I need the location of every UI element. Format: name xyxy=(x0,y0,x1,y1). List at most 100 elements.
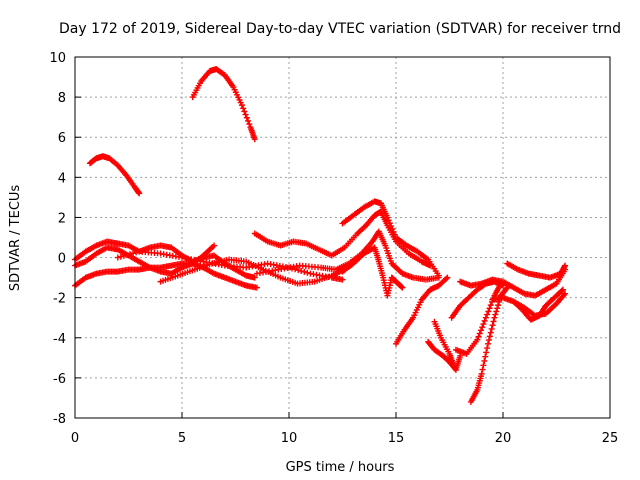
data-point xyxy=(487,302,494,309)
data-point xyxy=(475,333,482,340)
series-arc-high-1 xyxy=(86,153,143,197)
y-tick-label: -8 xyxy=(53,412,66,427)
x-tick-label: 25 xyxy=(602,431,619,446)
data-point xyxy=(127,251,134,258)
chart-title: Day 172 of 2019, Sidereal Day-to-day VTE… xyxy=(59,21,621,37)
data-point xyxy=(478,370,485,377)
data-point xyxy=(482,314,489,321)
data-point xyxy=(479,366,486,373)
y-tick-label: 4 xyxy=(58,171,66,186)
data-point xyxy=(486,305,493,312)
data-point xyxy=(391,231,398,238)
y-tick-label: -2 xyxy=(53,292,66,307)
data-point xyxy=(487,329,494,336)
data-point xyxy=(251,136,258,143)
data-points xyxy=(72,66,569,405)
data-point xyxy=(114,254,121,261)
grid xyxy=(75,57,610,418)
data-point xyxy=(480,321,487,328)
data-point xyxy=(483,349,490,356)
series-arc-j xyxy=(393,274,451,347)
series-arc-s xyxy=(510,286,566,323)
data-point xyxy=(130,250,137,257)
data-point xyxy=(450,362,457,369)
data-point xyxy=(477,327,484,334)
data-point xyxy=(133,249,140,256)
data-point xyxy=(562,262,569,269)
data-point xyxy=(486,333,493,340)
data-point xyxy=(484,345,491,352)
y-tick-label: 6 xyxy=(58,131,66,146)
data-point xyxy=(211,242,218,249)
data-point xyxy=(389,225,396,232)
data-point xyxy=(485,308,492,315)
y-tick-label: -6 xyxy=(53,372,66,387)
data-point xyxy=(488,325,495,332)
data-point xyxy=(240,105,247,112)
data-point xyxy=(241,108,248,115)
data-point xyxy=(251,274,258,281)
data-point xyxy=(479,324,486,331)
data-point xyxy=(444,274,451,281)
data-point xyxy=(253,284,260,291)
data-point xyxy=(443,275,450,282)
data-point xyxy=(481,317,488,324)
x-tick-label: 5 xyxy=(178,431,186,446)
data-point xyxy=(480,362,487,369)
data-point xyxy=(390,228,397,235)
data-point xyxy=(492,311,499,318)
data-point xyxy=(491,314,498,321)
data-point xyxy=(489,322,496,329)
series-arc-k xyxy=(425,338,464,373)
data-point xyxy=(435,274,442,281)
data-point xyxy=(495,302,502,309)
series-arc-high-2 xyxy=(189,66,258,143)
data-point xyxy=(386,220,393,227)
data-point xyxy=(384,214,391,221)
data-point xyxy=(503,285,510,292)
plot-frame xyxy=(74,56,611,419)
data-point xyxy=(398,283,405,290)
data-point xyxy=(493,308,500,315)
data-point xyxy=(238,102,245,109)
data-point xyxy=(474,336,481,343)
y-axis-label: SDTVAR / TECUs xyxy=(8,185,23,292)
data-point xyxy=(559,286,566,293)
series-arc-q xyxy=(504,260,569,281)
data-point xyxy=(246,121,253,128)
series-arc-l xyxy=(431,318,457,369)
data-point xyxy=(242,111,249,118)
y-tick-label: 2 xyxy=(58,211,66,226)
data-point xyxy=(494,305,501,312)
data-point xyxy=(482,353,489,360)
data-point xyxy=(490,318,497,325)
y-tick-label: 8 xyxy=(58,91,66,106)
series-arc-n xyxy=(452,280,504,357)
series-arc-b xyxy=(72,260,260,291)
data-point xyxy=(485,337,492,344)
x-tick-label: 20 xyxy=(495,431,512,446)
x-tick-label: 10 xyxy=(281,431,298,446)
data-point xyxy=(562,290,569,297)
data-point xyxy=(123,251,130,258)
data-point xyxy=(301,268,308,275)
data-point xyxy=(558,287,565,294)
data-point xyxy=(481,357,488,364)
data-point xyxy=(298,268,305,275)
x-tick-label: 0 xyxy=(71,431,79,446)
data-point xyxy=(117,253,124,260)
data-point xyxy=(385,217,392,224)
x-tick-label: 15 xyxy=(388,431,405,446)
y-tick-label: 0 xyxy=(58,252,66,267)
data-point xyxy=(120,252,127,259)
data-point xyxy=(485,340,492,347)
y-tick-label: 10 xyxy=(49,51,66,66)
series-arc-i xyxy=(339,244,406,299)
x-axis-label: GPS time / hours xyxy=(286,460,395,475)
y-tick-label: -4 xyxy=(53,332,66,347)
series-arc-g xyxy=(339,198,442,279)
data-point xyxy=(136,190,143,197)
data-point xyxy=(388,223,395,230)
data-point xyxy=(339,276,346,283)
